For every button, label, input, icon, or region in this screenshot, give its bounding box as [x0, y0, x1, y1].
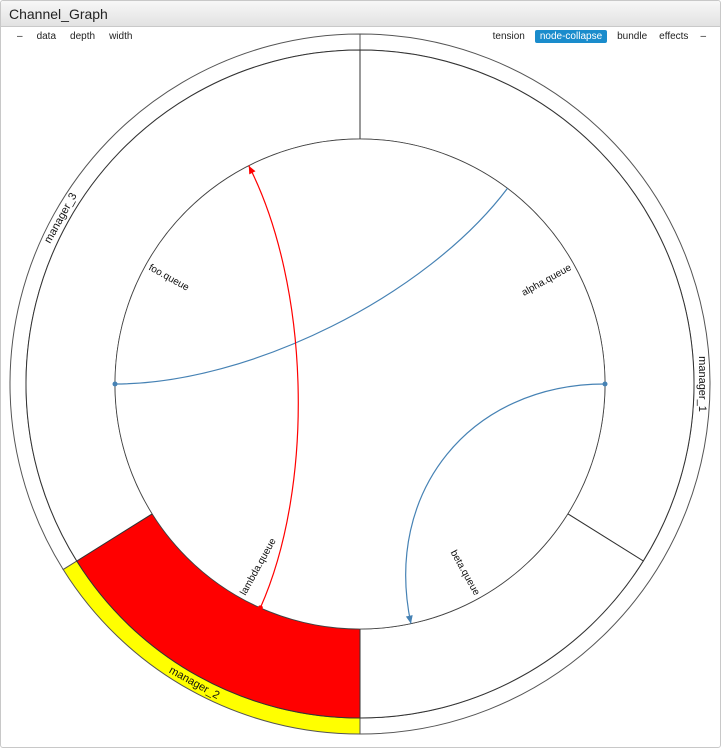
manager-label-1: manager_1: [696, 356, 708, 412]
collapse-right-button[interactable]: –: [700, 31, 706, 42]
toolbar-right: tension node-collapse bundle effects –: [491, 30, 708, 43]
depth-button[interactable]: depth: [70, 31, 96, 42]
link-2-source-dot: [602, 381, 608, 387]
node-collapse-button[interactable]: node-collapse: [534, 30, 608, 43]
link-1-source-dot: [112, 381, 118, 387]
title-bar: Channel_Graph: [1, 1, 720, 27]
inner-circle: [114, 138, 606, 630]
link-3[interactable]: [248, 165, 299, 609]
window-title: Channel_Graph: [9, 6, 108, 22]
data-button[interactable]: data: [36, 31, 57, 42]
link-3-source-dot: [257, 605, 263, 611]
collapse-left-button[interactable]: –: [17, 31, 23, 42]
link-3-arrowhead: [248, 165, 256, 175]
effects-button[interactable]: effects: [659, 31, 689, 42]
width-button[interactable]: width: [109, 31, 133, 42]
toolbar: – data depth width tension node-collapse bund…: [1, 30, 720, 46]
link-2[interactable]: [405, 383, 606, 624]
link-1[interactable]: [114, 187, 508, 385]
tension-button[interactable]: tension: [492, 31, 525, 42]
toolbar-left: – data depth width: [15, 30, 134, 43]
bundle-button[interactable]: bundle: [617, 31, 648, 42]
link-2-arrowhead: [405, 615, 413, 624]
